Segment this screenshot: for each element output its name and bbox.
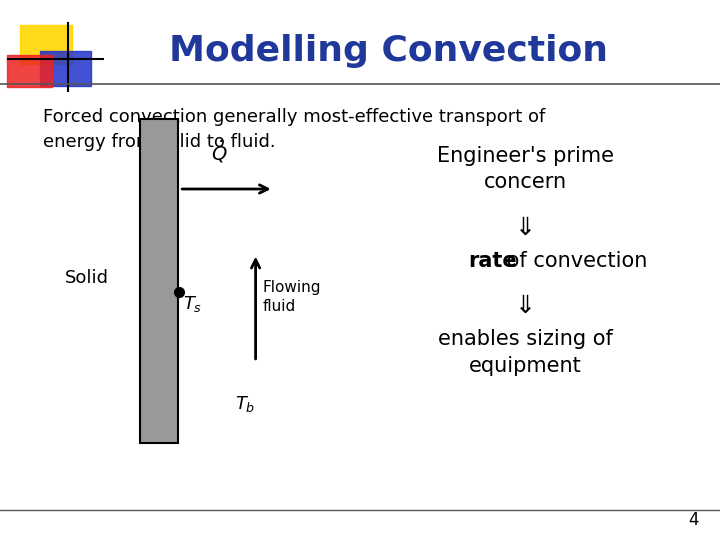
Bar: [140, 119, 178, 443]
Bar: [20, 25, 72, 64]
Text: $T_s$: $T_s$: [183, 294, 202, 314]
Text: rate: rate: [468, 251, 517, 271]
Text: Engineer's prime
concern: Engineer's prime concern: [437, 146, 614, 192]
Text: of convection: of convection: [500, 251, 648, 271]
Text: Solid: Solid: [65, 269, 109, 287]
Text: Flowing
fluid: Flowing fluid: [263, 280, 321, 314]
Text: ⇓: ⇓: [515, 294, 536, 318]
Text: Forced convection generally most-effective transport of
energy from solid to flu: Forced convection generally most-effecti…: [43, 108, 546, 151]
Text: $T_b$: $T_b$: [235, 394, 255, 414]
Text: Modelling Convection: Modelling Convection: [169, 35, 608, 68]
Text: enables sizing of
equipment: enables sizing of equipment: [438, 329, 613, 376]
Text: 4: 4: [688, 511, 698, 529]
Bar: [7, 55, 52, 87]
Bar: [40, 51, 91, 86]
Text: $\dot{Q}$: $\dot{Q}$: [211, 138, 228, 165]
Text: ⇓: ⇓: [515, 216, 536, 240]
